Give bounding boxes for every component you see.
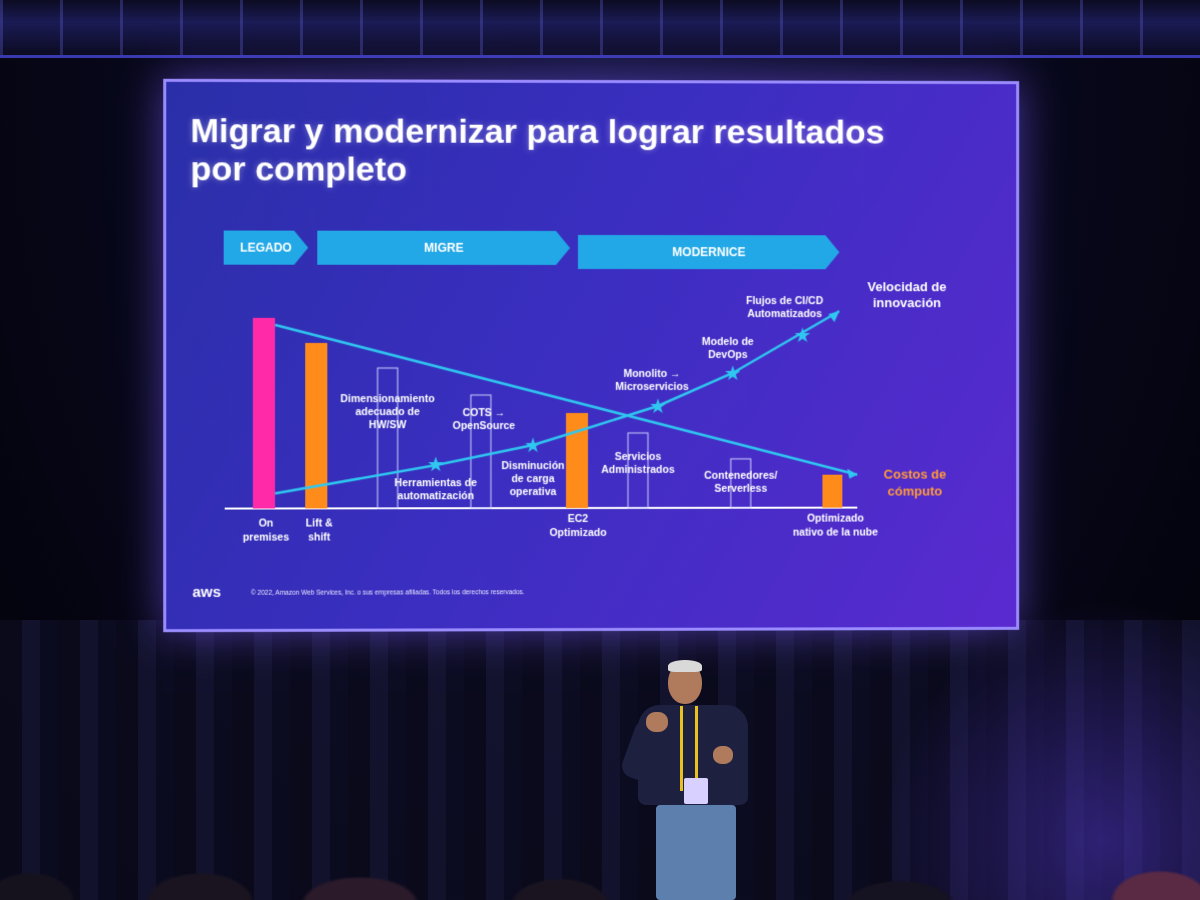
- milestone-label: OpenSource: [453, 420, 516, 432]
- star-icon: ★: [794, 323, 812, 347]
- stage-label-line: Lift &: [306, 517, 333, 529]
- milestone-label: Modelo de: [702, 336, 754, 348]
- stage-label-line: Optimizado: [549, 527, 607, 539]
- presenter-hand: [713, 746, 733, 764]
- migration-chart: ★ ★ ★ ★ ★ On premises Lift & shift EC2 O…: [166, 82, 1016, 629]
- audience-silhouettes: [0, 860, 1200, 900]
- stage-label-line: EC2: [568, 513, 589, 525]
- milestone-label: Microservicios: [615, 381, 689, 393]
- bar-on-premises: [253, 318, 275, 509]
- legend-costs: cómputo: [888, 484, 943, 499]
- milestone-label: Monolito →: [623, 368, 680, 380]
- milestone-label: Servicios: [615, 451, 662, 463]
- stage-label-line: Optimizado: [807, 513, 864, 525]
- stage-truss: [0, 0, 1200, 58]
- copyright-notice: © 2022, Amazon Web Services, Inc. o sus …: [251, 589, 525, 597]
- milestone-label: adecuado de: [355, 406, 420, 418]
- milestone-label: COTS →: [463, 407, 506, 419]
- presenter-hand: [646, 712, 668, 732]
- bar-cloud-native: [822, 475, 842, 508]
- stage-label-line: On: [259, 518, 274, 530]
- bar-ec2-optimizado: [566, 413, 588, 508]
- legend-innovation: Velocidad de: [868, 279, 947, 294]
- stage-label-line: premises: [243, 532, 290, 544]
- stage-label-line: shift: [308, 531, 331, 543]
- milestone-label: HW/SW: [369, 419, 407, 431]
- presenter-badge: [684, 778, 708, 804]
- star-icon: ★: [724, 361, 742, 385]
- projection-screen: Migrar y modernizar para lograr resultad…: [163, 79, 1019, 632]
- stage-label-line: nativo de la nube: [793, 527, 878, 539]
- star-icon: ★: [649, 394, 667, 418]
- milestone-label: Herramientas de: [395, 477, 478, 489]
- stage-light-glow: [880, 600, 1200, 900]
- milestone-label: Automatizados: [747, 308, 822, 320]
- milestone-label: DevOps: [708, 349, 748, 361]
- legend-innovation: innovación: [873, 295, 941, 310]
- milestone-label: Dimensionamiento: [340, 393, 435, 405]
- star-icon: ★: [524, 433, 542, 457]
- milestone-label: Serverless: [714, 483, 767, 495]
- milestone-label: Disminución: [501, 460, 564, 472]
- presenter-hair: [668, 660, 702, 672]
- milestone-label: Flujos de CI/CD: [746, 295, 824, 307]
- milestone-label: operativa: [510, 486, 557, 498]
- legend-costs: Costos de: [884, 467, 946, 482]
- milestone-label: Administrados: [601, 464, 675, 476]
- milestone-label: Contenedores/: [704, 470, 777, 482]
- milestone-label: automatización: [397, 490, 474, 502]
- star-icon: ★: [427, 452, 445, 476]
- aws-logo: aws: [192, 584, 221, 601]
- milestone-label: de carga: [511, 473, 554, 485]
